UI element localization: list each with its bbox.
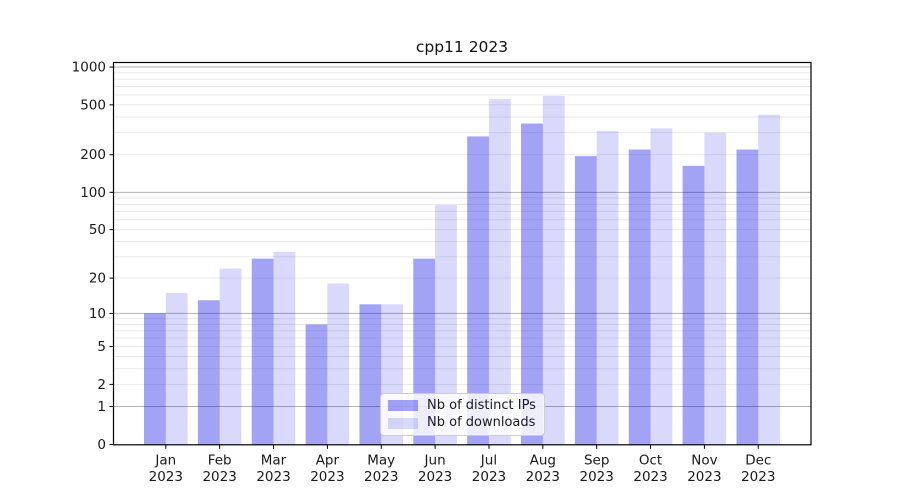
bar-distinct-ips-aug bbox=[521, 123, 543, 445]
bar-downloads-mar bbox=[273, 251, 296, 445]
chart-title: cpp11 2023 bbox=[415, 38, 509, 56]
x-tick-label-jun: Jun 2023 bbox=[418, 452, 452, 485]
bar-distinct-ips-mar bbox=[251, 258, 274, 445]
bar-distinct-ips-sep bbox=[574, 156, 597, 445]
x-tick-label-apr: Apr 2023 bbox=[310, 452, 344, 485]
y-tick-label: 5 bbox=[97, 339, 106, 355]
plot-frame bbox=[112, 61, 812, 446]
bar-downloads-oct bbox=[650, 128, 673, 445]
x-tick-label-sep: Sep 2023 bbox=[580, 452, 614, 485]
y-tick-label: 500 bbox=[80, 97, 106, 113]
x-tick-label-aug: Aug 2023 bbox=[526, 452, 560, 485]
x-tick-label-feb: Feb 2023 bbox=[202, 452, 236, 485]
bar-downloads-aug bbox=[542, 95, 565, 445]
bar-downloads-jun bbox=[435, 205, 457, 445]
y-tick-label: 200 bbox=[80, 147, 106, 163]
bar-downloads-sep bbox=[596, 130, 619, 445]
bar-distinct-ips-feb bbox=[197, 300, 220, 445]
bar-distinct-ips-dec bbox=[736, 149, 759, 445]
bar-downloads-jan bbox=[165, 292, 188, 445]
bar-distinct-ips-jan bbox=[144, 313, 166, 445]
y-tick-label: 2 bbox=[97, 377, 106, 393]
legend-swatch-downloads bbox=[388, 417, 418, 429]
bar-distinct-ips-nov bbox=[682, 165, 705, 445]
y-tick-label: 0 bbox=[97, 437, 106, 453]
x-tick-label-may: May 2023 bbox=[364, 452, 398, 485]
legend-item-distinct-ips: Nb of distinct IPs bbox=[388, 397, 536, 413]
y-tick-label: 20 bbox=[89, 271, 106, 287]
x-tick-label-mar: Mar 2023 bbox=[256, 452, 290, 485]
y-tick-label: 1 bbox=[97, 399, 106, 415]
legend-swatch-distinct-ips bbox=[388, 400, 418, 412]
bar-downloads-apr bbox=[327, 283, 350, 445]
y-tick-label: 100 bbox=[80, 185, 106, 201]
legend-label-distinct-ips: Nb of distinct IPs bbox=[427, 397, 536, 413]
x-tick-label-jan: Jan 2023 bbox=[149, 452, 183, 485]
x-tick-label-nov: Nov 2023 bbox=[687, 452, 721, 485]
bar-downloads-jul bbox=[488, 99, 511, 445]
bar-distinct-ips-jul bbox=[467, 136, 489, 445]
y-tick-label: 50 bbox=[89, 222, 106, 238]
bar-downloads-feb bbox=[219, 268, 242, 445]
x-tick-label-jul: Jul 2023 bbox=[472, 452, 506, 485]
legend-item-downloads: Nb of downloads bbox=[388, 415, 536, 430]
x-tick-label-dec: Dec 2023 bbox=[741, 452, 775, 485]
bar-distinct-ips-apr bbox=[305, 324, 328, 445]
bar-downloads-nov bbox=[704, 132, 727, 445]
bar-distinct-ips-oct bbox=[628, 149, 651, 445]
bar-downloads-dec bbox=[758, 114, 781, 445]
x-tick-label-oct: Oct 2023 bbox=[633, 452, 667, 485]
legend-label-downloads: Nb of downloads bbox=[427, 415, 536, 430]
y-tick-label: 10 bbox=[89, 306, 106, 322]
y-tick-label: 1000 bbox=[72, 60, 106, 76]
bar-distinct-ips-may bbox=[359, 304, 382, 445]
legend: Nb of distinct IPs Nb of downloads bbox=[380, 393, 545, 436]
